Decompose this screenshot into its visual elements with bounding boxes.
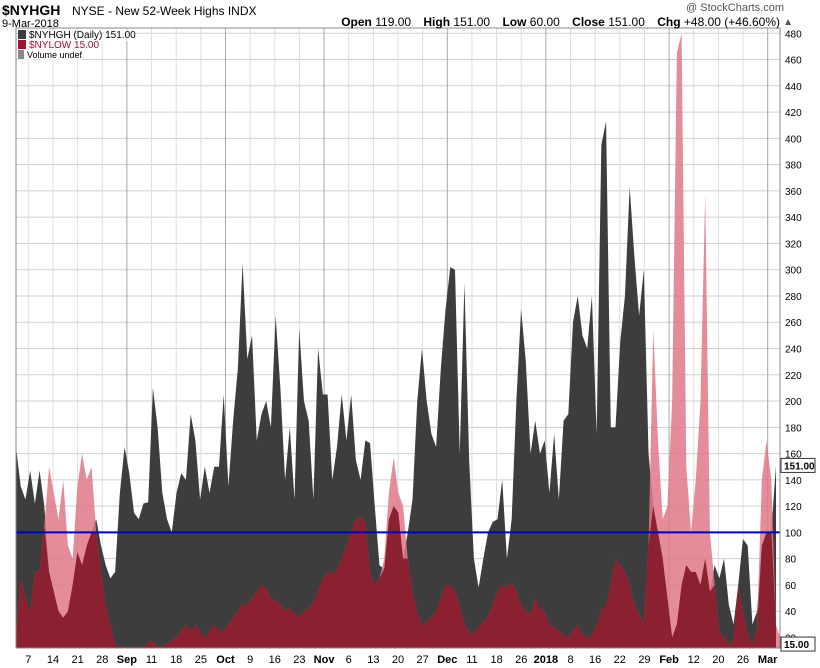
last-value-highs: 151.00: [780, 457, 816, 473]
x-tick-label: Oct: [216, 654, 235, 666]
x-tick-label: 14: [47, 654, 59, 666]
y-tick-label: 180: [785, 423, 802, 434]
y-tick-label: 160: [785, 450, 802, 461]
x-tick-label: 18: [170, 654, 182, 666]
x-tick-label: 27: [417, 654, 429, 666]
x-tick-label: 23: [293, 654, 305, 666]
y-tick-label: 80: [785, 555, 797, 566]
y-tick-label: 440: [785, 82, 802, 93]
low-label: Low: [502, 15, 527, 29]
y-tick-label: 280: [785, 292, 802, 303]
y-tick-label: 360: [785, 187, 802, 198]
last-value-lows-text: 15.00: [784, 640, 809, 651]
y-tick-label: 420: [785, 108, 802, 119]
y-tick-label: 480: [785, 29, 802, 40]
y-tick-label: 100: [785, 528, 802, 539]
legend-highs-label: $NYHGH (Daily) 151.00: [29, 30, 136, 41]
chg-label: Chg: [657, 15, 681, 29]
symbol-description: NYSE - New 52-Week Highs INDX: [72, 4, 257, 18]
x-tick-label: Dec: [437, 654, 457, 666]
y-tick-label: 40: [785, 607, 797, 618]
y-tick-label: 200: [785, 397, 802, 408]
x-tick-label: 13: [367, 654, 379, 666]
x-tick-label: Feb: [659, 654, 679, 666]
y-tick-label: 240: [785, 345, 802, 356]
last-value-lows-box: [780, 636, 816, 652]
open-label: Open: [341, 15, 372, 29]
y-tick-label: 60: [785, 581, 797, 592]
ohlc-readout: Open 119.00 High 151.00 Low 60.00 Close …: [341, 15, 780, 29]
y-tick-label: 120: [785, 502, 802, 513]
last-value-highs-text: 151.00: [784, 461, 815, 472]
area-new-highs: [16, 121, 776, 649]
plot-border: [15, 27, 781, 649]
legend-swatch-lows: [18, 40, 26, 49]
x-tick-label: 2018: [534, 654, 558, 666]
y-tick-label: 380: [785, 161, 802, 172]
legend-volume: Volume undef: [18, 50, 83, 60]
y-tick-label: 300: [785, 266, 802, 277]
legend-volume-label: Volume undef: [27, 50, 83, 60]
x-tick-label: 7: [25, 654, 31, 666]
y-tick-label: 460: [785, 56, 802, 67]
x-tick-label: 29: [638, 654, 650, 666]
y-tick-label: 400: [785, 134, 802, 145]
y-tick-label: 320: [785, 239, 802, 250]
x-tick-label: Sep: [117, 654, 137, 666]
x-tick-label: 16: [589, 654, 601, 666]
y-tick-label: 220: [785, 371, 802, 382]
legend-lows: $NYLOW 15.00: [18, 40, 100, 51]
x-tick-label: 20: [712, 654, 724, 666]
x-tick-label: 11: [146, 654, 157, 666]
x-tick-label: 22: [614, 654, 626, 666]
x-tick-label: 21: [71, 654, 83, 666]
x-tick-label: 26: [737, 654, 749, 666]
legend-highs: $NYHGH (Daily) 151.00: [18, 30, 136, 41]
x-tick-label: 20: [392, 654, 404, 666]
x-tick-label: Mar: [758, 654, 778, 666]
high-label: High: [423, 15, 451, 29]
x-tick-label: 28: [96, 654, 108, 666]
x-tick-label: 16: [269, 654, 281, 666]
last-value-highs-box: [780, 457, 816, 473]
x-tick-label: 8: [567, 654, 573, 666]
x-tick-label: Nov: [314, 654, 336, 666]
legend-swatch-highs: [18, 30, 26, 39]
collapse-arrow-icon[interactable]: ▲: [783, 17, 793, 28]
x-tick-label: 25: [195, 654, 207, 666]
legend-swatch-volume: [18, 50, 24, 59]
y-tick-label: 140: [785, 476, 802, 487]
x-tick-label: 12: [688, 654, 700, 666]
x-tick-label: 11: [466, 654, 477, 666]
y-tick-label: 260: [785, 318, 802, 329]
low-value: 60.00: [529, 15, 560, 29]
y-tick-label: 340: [785, 213, 802, 224]
last-value-lows: 15.00: [780, 636, 816, 652]
close-value: 151.00: [608, 15, 645, 29]
area-overlap: [16, 506, 776, 648]
symbol-title: $NYHGH: [2, 2, 61, 18]
high-value: 151.00: [453, 15, 491, 29]
open-value: 119.00: [375, 15, 412, 29]
chart-date: 9-Mar-2018: [2, 18, 59, 30]
chg-value: +48.00 (+46.60%): [683, 15, 780, 29]
x-tick-label: 26: [515, 654, 527, 666]
close-label: Close: [572, 15, 605, 29]
x-tick-label: 6: [346, 654, 352, 666]
x-tick-label: 9: [247, 654, 253, 666]
legend-lows-label: $NYLOW 15.00: [29, 40, 100, 51]
x-tick-label: 18: [490, 654, 502, 666]
brand-watermark: @ StockCharts.com: [686, 2, 784, 14]
